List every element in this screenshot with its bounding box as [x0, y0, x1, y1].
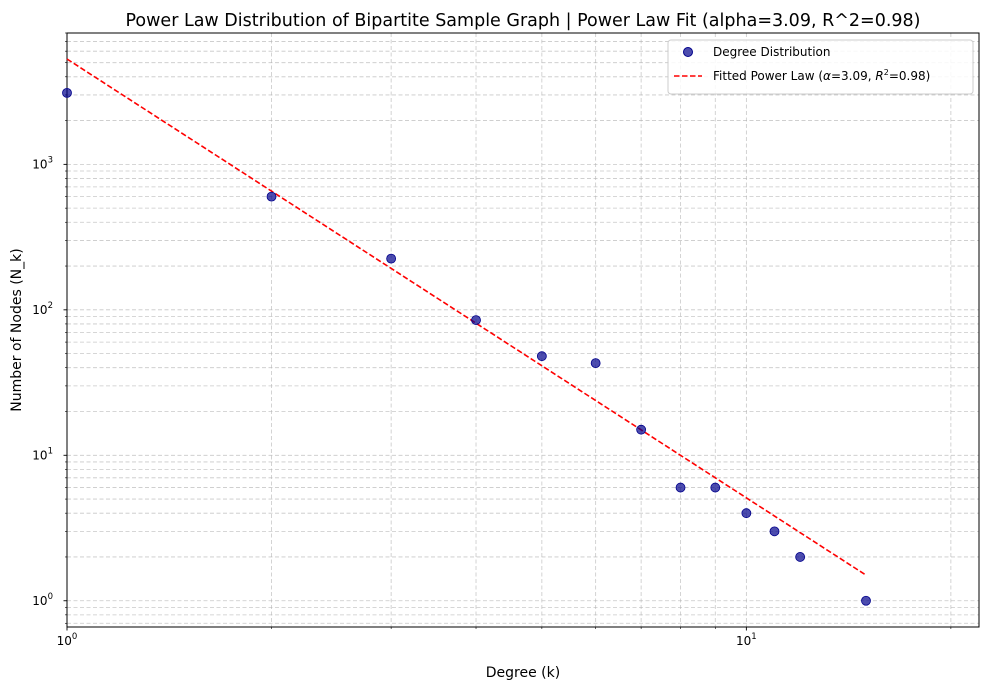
scatter-point [675, 482, 686, 493]
fit-line [66, 58, 867, 576]
scatter-point [769, 526, 780, 537]
scatter-point [861, 595, 871, 606]
x-axis-title: Degree (k) [486, 665, 560, 681]
y-tick-label: 100 [32, 592, 53, 608]
legend-marker-degree [683, 47, 693, 57]
scatter-point [386, 253, 397, 264]
legend-label-degree: Degree Distribution [713, 45, 831, 59]
tick-layer: 100 101 100 101 102 103 [32, 32, 952, 648]
legend-label-fit: Fitted Power Law (α=3.09, R2=0.98) [713, 68, 930, 83]
y-axis-title: Number of Nodes (N_k) [9, 248, 25, 411]
y-tick-label: 102 [32, 301, 53, 317]
y-tick-label: 101 [32, 446, 53, 462]
plot-area [66, 32, 980, 628]
legend: Degree Distribution Fitted Power Law (α=… [667, 39, 974, 95]
y-tick-label: 103 [32, 155, 53, 171]
scatter-point [741, 508, 752, 519]
legend-box [667, 39, 974, 95]
scatter-point [536, 351, 547, 362]
scatter-point [590, 358, 601, 369]
scatter-point [266, 191, 277, 202]
chart-title: Power Law Distribution of Bipartite Samp… [125, 11, 920, 31]
fit-line-layer [66, 58, 867, 576]
scatter-point [710, 482, 721, 493]
scatter-point [62, 87, 72, 98]
x-tick-label: 100 [57, 632, 78, 648]
scatter-point [471, 315, 481, 325]
scatter-points-layer [62, 87, 871, 606]
grid-layer [66, 32, 979, 627]
x-tick-label: 101 [736, 632, 757, 648]
scatter-point [795, 552, 806, 562]
scatter-point [636, 424, 647, 435]
